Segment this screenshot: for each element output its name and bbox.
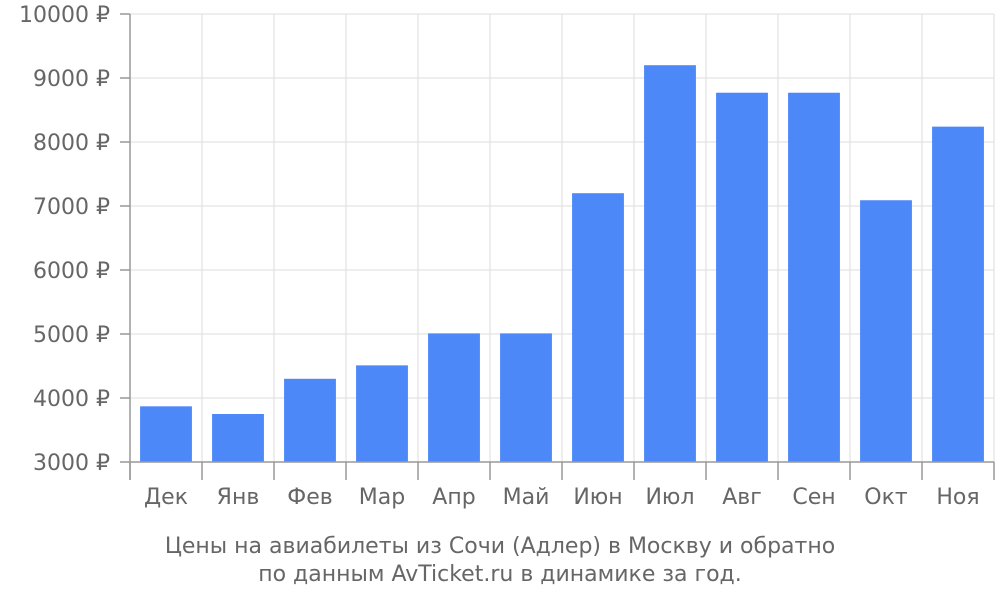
bar (212, 414, 264, 462)
y-tick-label: 8000 ₽ (33, 131, 110, 156)
bar (284, 378, 336, 462)
bar (572, 193, 624, 462)
bar (788, 92, 840, 462)
x-tick-label: Сен (792, 485, 835, 510)
chart-caption-line-1: Цены на авиабилеты из Сочи (Адлер) в Мос… (164, 534, 836, 559)
x-tick-label: Дек (144, 485, 188, 510)
axes (120, 13, 995, 480)
x-tick-label: Апр (432, 485, 475, 510)
x-tick-labels: Дек Янв Фев Мар Апр Май Июн Июл Авг Сен Окт Ноя (144, 485, 980, 510)
x-tick-label: Фев (287, 485, 332, 510)
x-tick-label: Мар (359, 485, 405, 510)
x-tick-label: Янв (217, 485, 260, 510)
bar (860, 200, 912, 463)
x-tick-label: Авг (722, 485, 762, 510)
y-tick-label: 3000 ₽ (33, 451, 110, 476)
y-tick-label: 4000 ₽ (33, 387, 110, 412)
y-tick-label: 5000 ₽ (33, 323, 110, 348)
y-tick-label: 6000 ₽ (33, 259, 110, 284)
grid-lines (130, 13, 995, 463)
bars (140, 65, 984, 463)
x-tick-label: Окт (864, 485, 908, 510)
bar (716, 92, 768, 462)
x-tick-label: Ноя (936, 485, 979, 510)
x-tick-label: Июн (573, 485, 622, 510)
y-tick-label: 7000 ₽ (33, 195, 110, 220)
bar (500, 333, 552, 462)
bar (356, 365, 408, 462)
bar (140, 406, 192, 462)
y-tick-labels: 3000 ₽ 4000 ₽ 5000 ₽ 6000 ₽ 7000 ₽ 8000 ₽ 9000… (19, 3, 110, 476)
x-tick-label: Май (503, 485, 550, 510)
bar (428, 333, 480, 462)
x-tick-label: Июл (645, 485, 694, 510)
bar (932, 126, 984, 462)
bar (644, 65, 696, 462)
y-tick-label: 10000 ₽ (19, 3, 110, 28)
chart-caption-line-2: по данным AvTicket.ru в динамике за год. (258, 562, 742, 587)
y-tick-label: 9000 ₽ (33, 67, 110, 92)
